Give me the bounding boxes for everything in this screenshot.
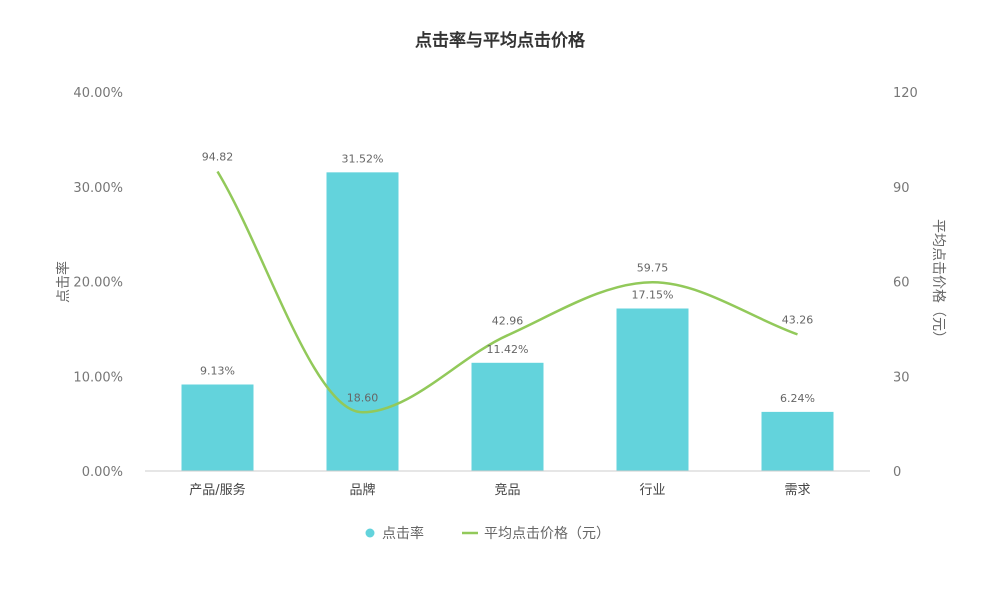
category-label: 竞品 <box>494 482 520 498</box>
chart-title: 点击率与平均点击价格 <box>415 30 586 51</box>
legend: 点击率 平均点击价格（元） <box>365 525 610 542</box>
legend-marker-rate <box>365 528 375 538</box>
bar-data-labels: 9.13% 31.52% 11.42% 17.15% 6.24% <box>200 152 815 405</box>
bar <box>326 172 399 471</box>
right-tick-label: 0 <box>893 465 901 480</box>
category-labels: 产品/服务 品牌 竞品 行业 需求 <box>189 482 810 498</box>
bar <box>761 411 834 471</box>
bar-data-label: 31.52% <box>342 152 384 165</box>
right-tick-label: 30 <box>893 370 910 385</box>
category-label: 品牌 <box>349 482 375 498</box>
left-tick-label: 10.00% <box>73 370 123 385</box>
bar-data-label: 9.13% <box>200 364 235 377</box>
right-tick-label: 120 <box>893 86 918 101</box>
left-tick-label: 40.00% <box>73 86 123 101</box>
line-series <box>216 170 798 414</box>
line-data-label: 43.26 <box>782 313 814 326</box>
line-data-label: 42.96 <box>492 314 524 327</box>
left-tick-label: 0.00% <box>82 465 123 480</box>
legend-label-rate: 点击率 <box>382 525 424 542</box>
category-label: 行业 <box>639 483 665 498</box>
right-axis-ticks: 0 30 60 90 120 <box>893 86 918 480</box>
left-tick-label: 30.00% <box>73 181 123 196</box>
right-axis-title: 平均点击价格（元） <box>930 219 946 345</box>
bar <box>471 362 544 471</box>
category-label: 需求 <box>784 483 810 498</box>
bar-series <box>181 172 834 471</box>
bar <box>181 384 254 471</box>
line-data-labels: 94.82 18.60 42.96 59.75 43.26 <box>202 151 814 405</box>
right-tick-label: 90 <box>893 181 910 196</box>
line-data-label: 94.82 <box>202 151 234 164</box>
bar-data-label: 6.24% <box>780 392 815 405</box>
legend-label-price: 平均点击价格（元） <box>484 526 610 542</box>
line-data-label: 59.75 <box>637 261 669 274</box>
bar-data-label: 11.42% <box>487 343 529 356</box>
line-data-label: 18.60 <box>347 391 379 404</box>
left-axis-ticks: 0.00% 10.00% 20.00% 30.00% 40.00% <box>73 86 123 480</box>
bar-data-label: 17.15% <box>632 289 674 302</box>
price-line <box>216 170 798 414</box>
left-axis-title: 点击率 <box>55 261 72 303</box>
category-label: 产品/服务 <box>189 482 245 498</box>
bar <box>616 308 689 471</box>
right-tick-label: 60 <box>893 276 910 291</box>
left-tick-label: 20.00% <box>73 276 123 291</box>
